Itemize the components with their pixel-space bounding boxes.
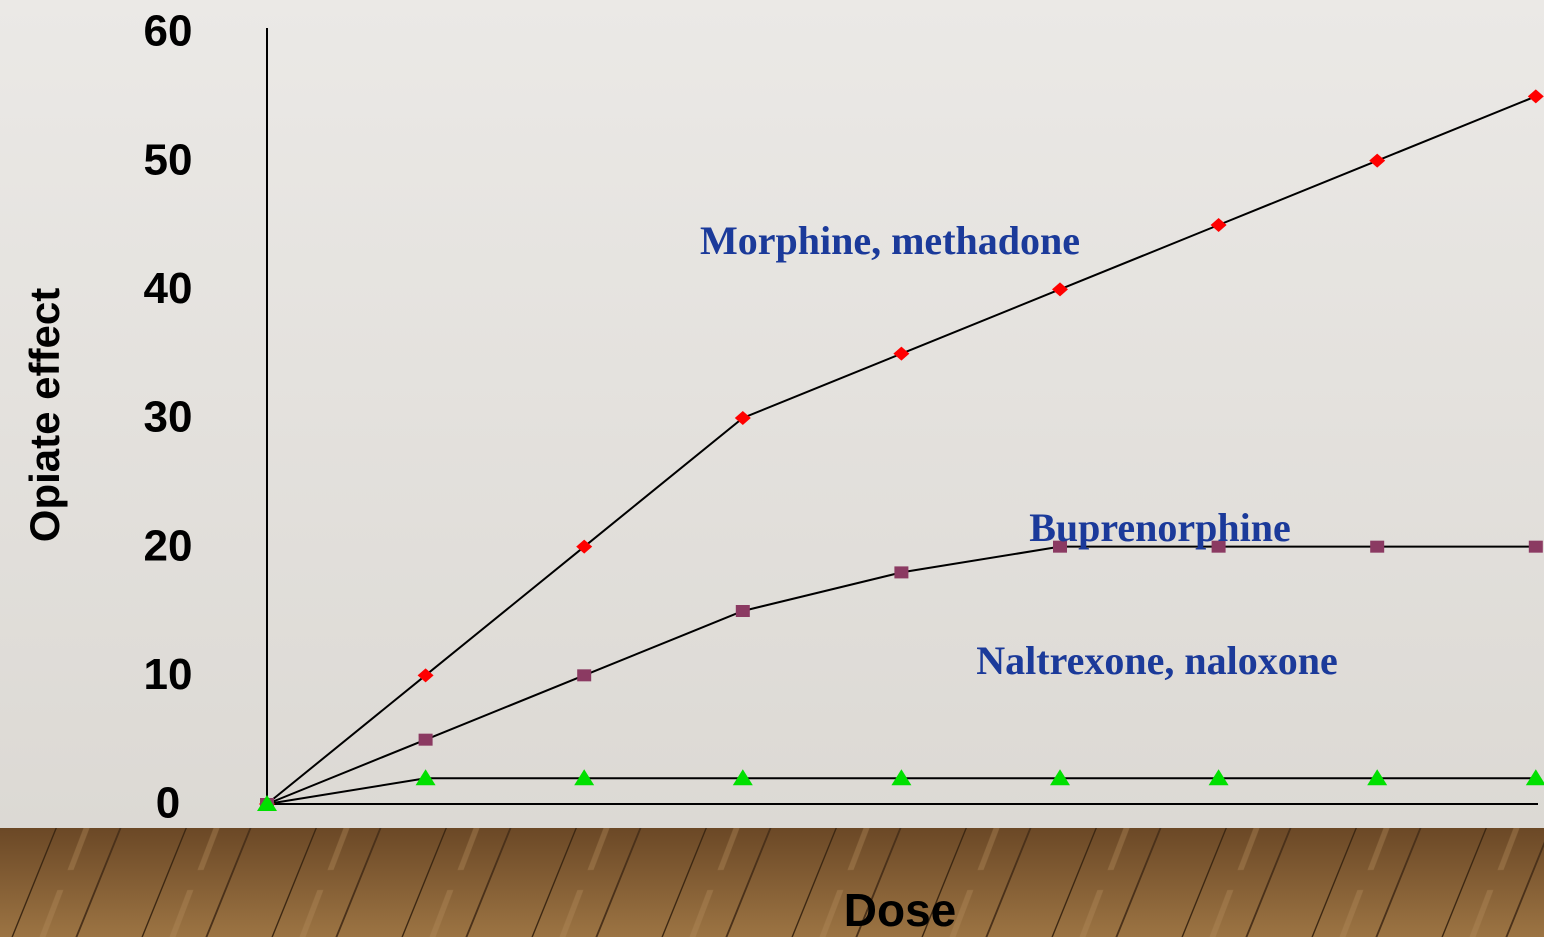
marker — [1528, 540, 1543, 553]
marker — [1527, 89, 1544, 104]
y-tick-label: 20 — [144, 521, 193, 570]
marker — [891, 769, 912, 786]
x-axis-label: Dose — [844, 884, 956, 936]
y-tick-label: 60 — [144, 7, 193, 56]
floor-planks — [0, 828, 1544, 937]
marker — [1208, 769, 1229, 786]
marker — [418, 733, 433, 746]
marker — [1053, 540, 1067, 553]
marker — [1369, 153, 1386, 168]
marker — [574, 769, 595, 786]
y-tick-label: 10 — [144, 650, 193, 699]
marker — [1525, 769, 1544, 786]
series-label: Morphine, methadone — [700, 218, 1080, 263]
marker — [893, 346, 910, 361]
marker — [734, 411, 751, 425]
marker — [735, 605, 750, 617]
y-tick-label: 40 — [144, 264, 193, 313]
series-label: Naltrexone, naloxone — [976, 638, 1337, 683]
y-tick-label: 0 — [156, 779, 180, 828]
marker — [576, 539, 593, 554]
marker — [1367, 769, 1388, 786]
series-label: Buprenorphine — [1029, 505, 1291, 550]
y-tick-label: 30 — [144, 393, 193, 442]
marker — [1050, 769, 1070, 786]
marker — [415, 769, 436, 786]
marker — [1210, 218, 1227, 232]
marker — [1211, 540, 1226, 553]
marker — [1052, 282, 1068, 297]
marker — [894, 566, 909, 579]
y-tick-label: 50 — [144, 135, 193, 184]
marker — [257, 795, 277, 811]
marker — [732, 769, 753, 786]
marker — [417, 668, 434, 683]
marker — [577, 669, 592, 682]
marker — [1370, 540, 1385, 553]
y-axis-label: Opiate effect — [21, 288, 68, 542]
background — [0, 0, 1544, 830]
